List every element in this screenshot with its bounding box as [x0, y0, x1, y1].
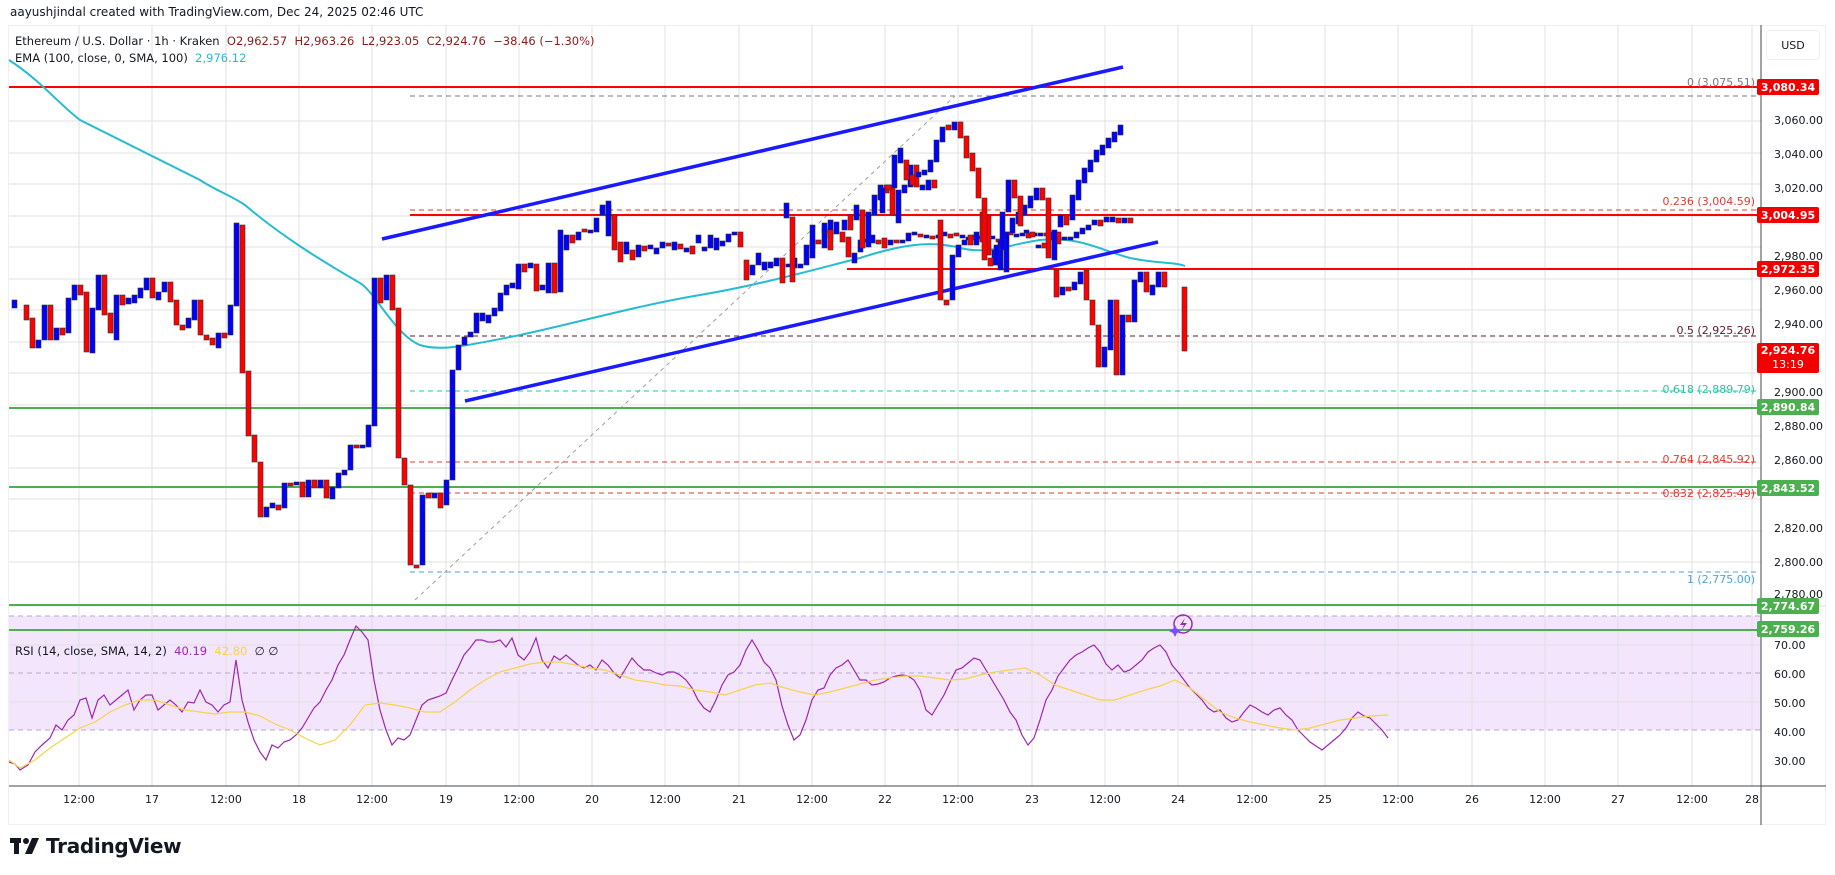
price-label: 2,860.00 [1774, 454, 1823, 467]
brand-name: TradingView [46, 834, 182, 858]
price-label: 3,040.00 [1774, 148, 1823, 161]
time-label: 19 [439, 793, 453, 806]
price-label: 2,820.00 [1774, 522, 1823, 535]
ohlc-low: L2,923.05 [361, 34, 420, 48]
ema-line [8, 59, 1186, 349]
price-tag-support: 2,843.52 [1757, 480, 1819, 496]
ohlc-open: O2,962.57 [226, 34, 288, 48]
price-label: 2,960.00 [1774, 284, 1823, 297]
time-label: 20 [585, 793, 599, 806]
fib-diagonal [414, 95, 956, 601]
time-label: 28 [1745, 793, 1759, 806]
tradingview-logo-icon [10, 838, 39, 854]
replay-alert-icon[interactable] [1169, 614, 1193, 637]
time-label: 12:00 [942, 793, 974, 806]
fib-label-1: 1 (2,775.00) [1686, 573, 1755, 586]
time-label: 12:00 [649, 793, 681, 806]
bar-countdown: 13:19 [1772, 358, 1804, 371]
chart-credit: aayushjindal created with TradingView.co… [10, 5, 424, 19]
fib-label-0: 0 (3,075.51) [1686, 76, 1755, 89]
time-label: 27 [1611, 793, 1625, 806]
time-label: 12:00 [1676, 793, 1708, 806]
ohlc-close: C2,924.76 [426, 34, 486, 48]
fib-label-0832: 0.832 (2,825.49) [1662, 487, 1755, 500]
price-label: 2,900.00 [1774, 386, 1823, 399]
rsi-scale-label: 30.00 [1774, 755, 1806, 768]
time-label: 23 [1025, 793, 1039, 806]
rsi-sma-line [8, 661, 1389, 769]
price-label: 2,980.00 [1774, 250, 1823, 263]
time-label: 12:00 [1382, 793, 1414, 806]
ema-label: EMA (100, close, 0, SMA, 100) [15, 51, 188, 65]
price-label: 2,780.00 [1774, 588, 1823, 601]
rsi-scale-label: 70.00 [1774, 639, 1806, 652]
symbol-title: Ethereum / U.S. Dollar · 1h · Kraken [15, 34, 220, 48]
time-label: 12:00 [796, 793, 828, 806]
symbol-legend[interactable]: Ethereum / U.S. Dollar · 1h · Kraken O2,… [15, 34, 595, 48]
rsi-sma-value: 42.80 [214, 644, 248, 658]
rsi-scale-label: 60.00 [1774, 668, 1806, 681]
time-label: 12:00 [210, 793, 242, 806]
price-tag-support: 2,759.26 [1757, 621, 1819, 637]
time-label: 12:00 [356, 793, 388, 806]
candles [11, 204, 1134, 569]
time-label: 12:00 [1529, 793, 1561, 806]
fib-label-0236: 0.236 (3,004.59) [1662, 195, 1755, 208]
rsi-label: RSI (14, close, SMA, 14, 2) [15, 644, 167, 658]
ohlc-high: H2,963.26 [294, 34, 355, 48]
time-label: 21 [732, 793, 746, 806]
rsi-scale-label: 50.00 [1774, 697, 1806, 710]
chart-frame [8, 25, 1826, 825]
ema-legend[interactable]: EMA (100, close, 0, SMA, 100) 2,976.12 [15, 51, 246, 65]
price-label: 2,940.00 [1774, 318, 1823, 331]
last-price: 2,924.76 [1760, 344, 1816, 357]
ohlc-change: −38.46 (−1.30%) [493, 34, 595, 48]
rsi-line [8, 624, 1389, 771]
price-tag-resistance: 3,080.34 [1757, 79, 1819, 95]
channel-lines [381, 65, 1159, 403]
time-label: 12:00 [503, 793, 535, 806]
price-label: 3,020.00 [1774, 182, 1823, 195]
currency-button[interactable]: USD [1766, 30, 1820, 60]
price-label: 2,880.00 [1774, 420, 1823, 433]
tradingview-logo[interactable]: TradingView [10, 834, 182, 858]
ema-value: 2,976.12 [195, 51, 247, 65]
price-label: 2,800.00 [1774, 556, 1823, 569]
time-label: 12:00 [1089, 793, 1121, 806]
time-label: 25 [1318, 793, 1332, 806]
fib-label-0764: 0.764 (2,845.92) [1662, 453, 1755, 466]
rsi-value: 40.19 [174, 644, 208, 658]
price-tag-resistance: 3,004.95 [1757, 207, 1819, 223]
price-tag-resistance: 2,972.35 [1757, 261, 1819, 277]
time-label: 24 [1171, 793, 1185, 806]
time-label: 12:00 [63, 793, 95, 806]
rsi-legend[interactable]: RSI (14, close, SMA, 14, 2) 40.19 42.80 … [15, 644, 278, 658]
price-label: 3,060.00 [1774, 114, 1823, 127]
price-tag-support: 2,890.84 [1757, 399, 1819, 415]
fib-label-0618: 0.618 (2,889.79) [1662, 383, 1755, 396]
rsi-scale-label: 40.00 [1774, 726, 1806, 739]
rsi-extra: ∅ ∅ [254, 644, 279, 658]
time-label: 17 [145, 793, 159, 806]
time-label: 26 [1465, 793, 1479, 806]
time-label: 22 [878, 793, 892, 806]
price-tag-support: 2,774.67 [1757, 598, 1819, 614]
candles-recent [605, 200, 612, 237]
last-price-tag: 2,924.76 13:19 [1757, 343, 1819, 373]
time-label: 18 [292, 793, 306, 806]
time-label: 12:00 [1236, 793, 1268, 806]
fib-label-05: 0.5 (2,925.26) [1676, 324, 1755, 337]
fib-lines [410, 95, 1760, 573]
